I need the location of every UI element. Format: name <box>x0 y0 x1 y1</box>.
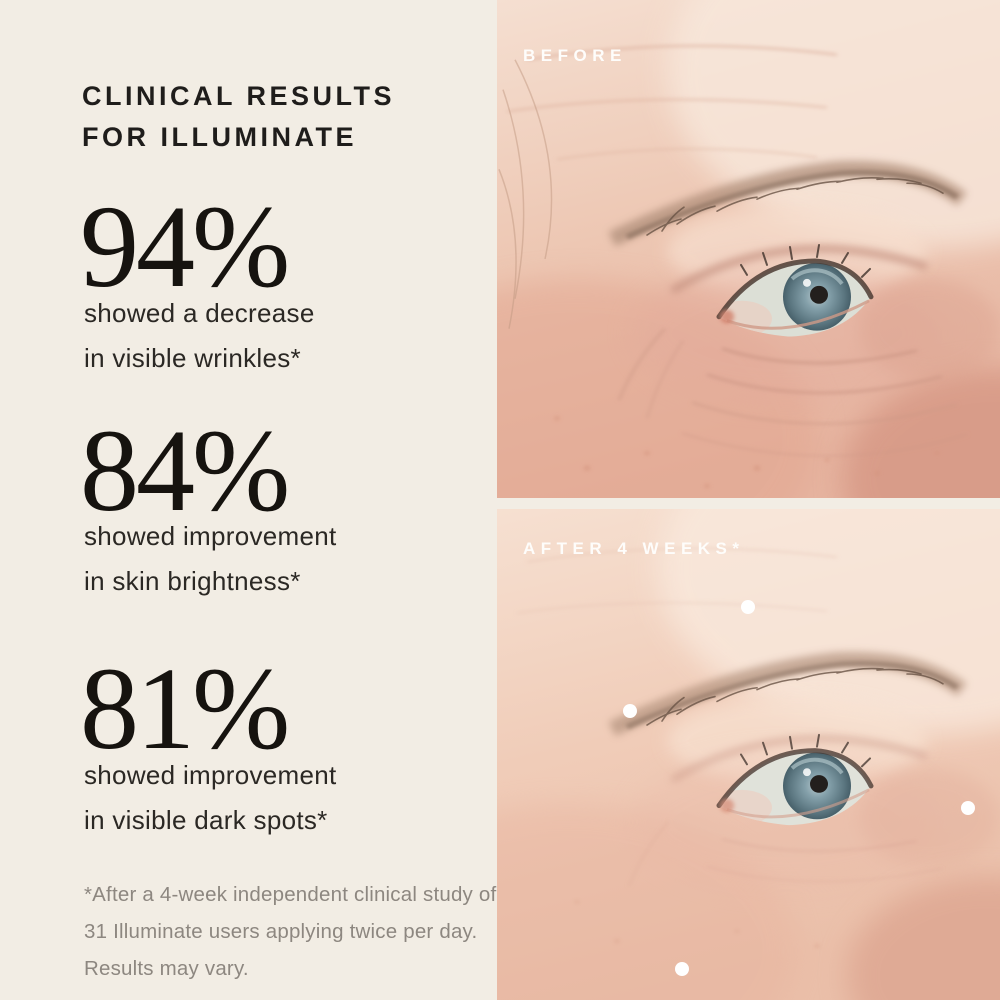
after-photo: AFTER 4 WEEKS* <box>497 509 1000 1000</box>
stat-desc-wrinkles: showed a decrease in visible wrinkles* <box>84 291 315 381</box>
before-eye-photo-illustration <box>497 0 1000 498</box>
stat-desc-line: showed improvement <box>84 760 337 790</box>
footnote-line: Results may vary. <box>84 957 249 980</box>
page-title-line2: FOR ILLUMINATE <box>82 122 357 152</box>
marker-dot <box>741 600 755 614</box>
stat-value-dark-spots: 81% <box>80 643 290 774</box>
before-label: BEFORE <box>523 46 627 65</box>
before-photo: BEFORE <box>497 0 1000 498</box>
marker-dot <box>623 704 637 718</box>
stat-desc-dark-spots: showed improvement in visible dark spots… <box>84 753 337 843</box>
disclaimer-footnote: *After a 4-week independent clinical stu… <box>84 876 496 987</box>
page-title: CLINICAL RESULTS FOR ILLUMINATE <box>82 76 395 158</box>
marker-dot <box>675 962 689 976</box>
stat-value-wrinkles: 94% <box>80 181 290 312</box>
stat-desc-line: in visible wrinkles* <box>84 343 301 373</box>
stat-desc-line: showed a decrease <box>84 298 315 328</box>
stat-desc-line: showed improvement <box>84 521 337 551</box>
stat-value-brightness: 84% <box>80 405 290 536</box>
after-eye-photo-illustration <box>497 509 1000 1000</box>
stat-desc-line: in visible dark spots* <box>84 805 328 835</box>
stat-desc-brightness: showed improvement in skin brightness* <box>84 514 337 604</box>
footnote-line: 31 Illuminate users applying twice per d… <box>84 920 478 943</box>
footnote-line: *After a 4-week independent clinical stu… <box>84 883 497 906</box>
after-label: AFTER 4 WEEKS* <box>523 539 745 558</box>
stat-desc-line: in skin brightness* <box>84 566 301 596</box>
results-panel: CLINICAL RESULTS FOR ILLUMINATE 94% show… <box>0 0 497 1000</box>
marker-dot <box>961 801 975 815</box>
page-title-line1: CLINICAL RESULTS <box>82 81 396 111</box>
